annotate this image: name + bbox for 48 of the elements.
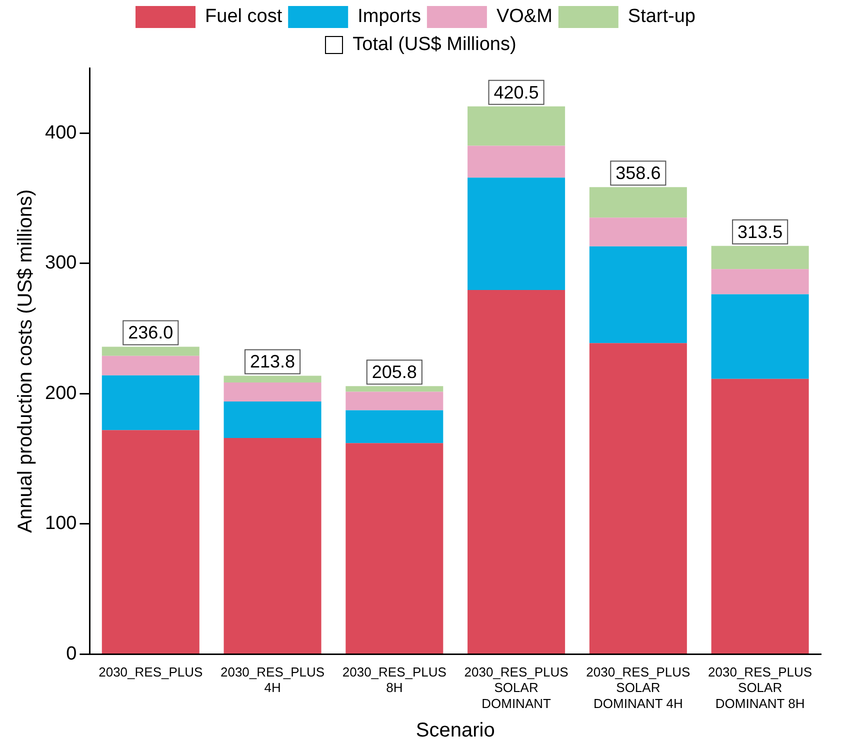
total-label: 313.5 <box>738 222 783 242</box>
y-tick-label: 100 <box>45 513 77 534</box>
bar <box>224 382 322 402</box>
bar <box>589 187 687 218</box>
bar <box>224 376 322 382</box>
total-label: 236.0 <box>128 322 174 343</box>
x-tick-label: 2030_RES_PLUS SOLAR DOMINANT 8H <box>708 664 812 711</box>
bar <box>589 246 687 344</box>
bar <box>468 290 566 654</box>
bar <box>102 356 200 376</box>
bar <box>468 106 566 146</box>
x-tick-label: 2030_RES_PLUS <box>98 664 203 680</box>
legend-label: Start-up <box>628 6 696 28</box>
y-tick-label: 400 <box>45 122 77 144</box>
x-tick-label: 2030_RES_PLUS 4H <box>220 664 325 696</box>
total-label: 205.8 <box>372 362 417 382</box>
y-axis-title: Annual production costs (US$ millions) <box>14 189 37 533</box>
bar <box>224 438 322 654</box>
legend-label: VO&M <box>496 6 552 28</box>
x-tick-label: 2030_RES_PLUS 8H <box>342 664 447 696</box>
bar <box>711 269 809 294</box>
bar <box>102 346 200 356</box>
bar <box>589 218 687 246</box>
bar <box>102 375 200 430</box>
bar <box>224 401 322 438</box>
legend-label: Fuel cost <box>205 6 283 28</box>
y-tick-label: 0 <box>66 643 77 664</box>
bar <box>102 430 200 654</box>
y-tick-label: 300 <box>45 252 77 274</box>
legend-label: Imports <box>358 6 421 28</box>
y-tick-label: 200 <box>45 382 77 404</box>
total-label: 358.6 <box>616 163 661 184</box>
bar <box>346 392 444 410</box>
text: Total (US$ Millions) <box>352 34 516 56</box>
bar <box>711 378 809 654</box>
bar <box>468 178 566 290</box>
bar <box>468 146 566 178</box>
total-label: 213.8 <box>250 352 296 372</box>
x-axis-title: Scenario <box>416 720 495 742</box>
bar <box>711 294 809 379</box>
total-label: 420.5 <box>494 82 539 102</box>
bar <box>346 443 444 654</box>
x-tick-label: 2030_RES_PLUS SOLAR DOMINANT <box>464 664 569 711</box>
bar <box>589 343 687 654</box>
bar <box>346 386 444 392</box>
bar <box>711 246 809 270</box>
bar <box>346 410 444 444</box>
x-tick-label: 2030_RES_PLUS SOLAR DOMINANT 4H <box>586 664 691 711</box>
